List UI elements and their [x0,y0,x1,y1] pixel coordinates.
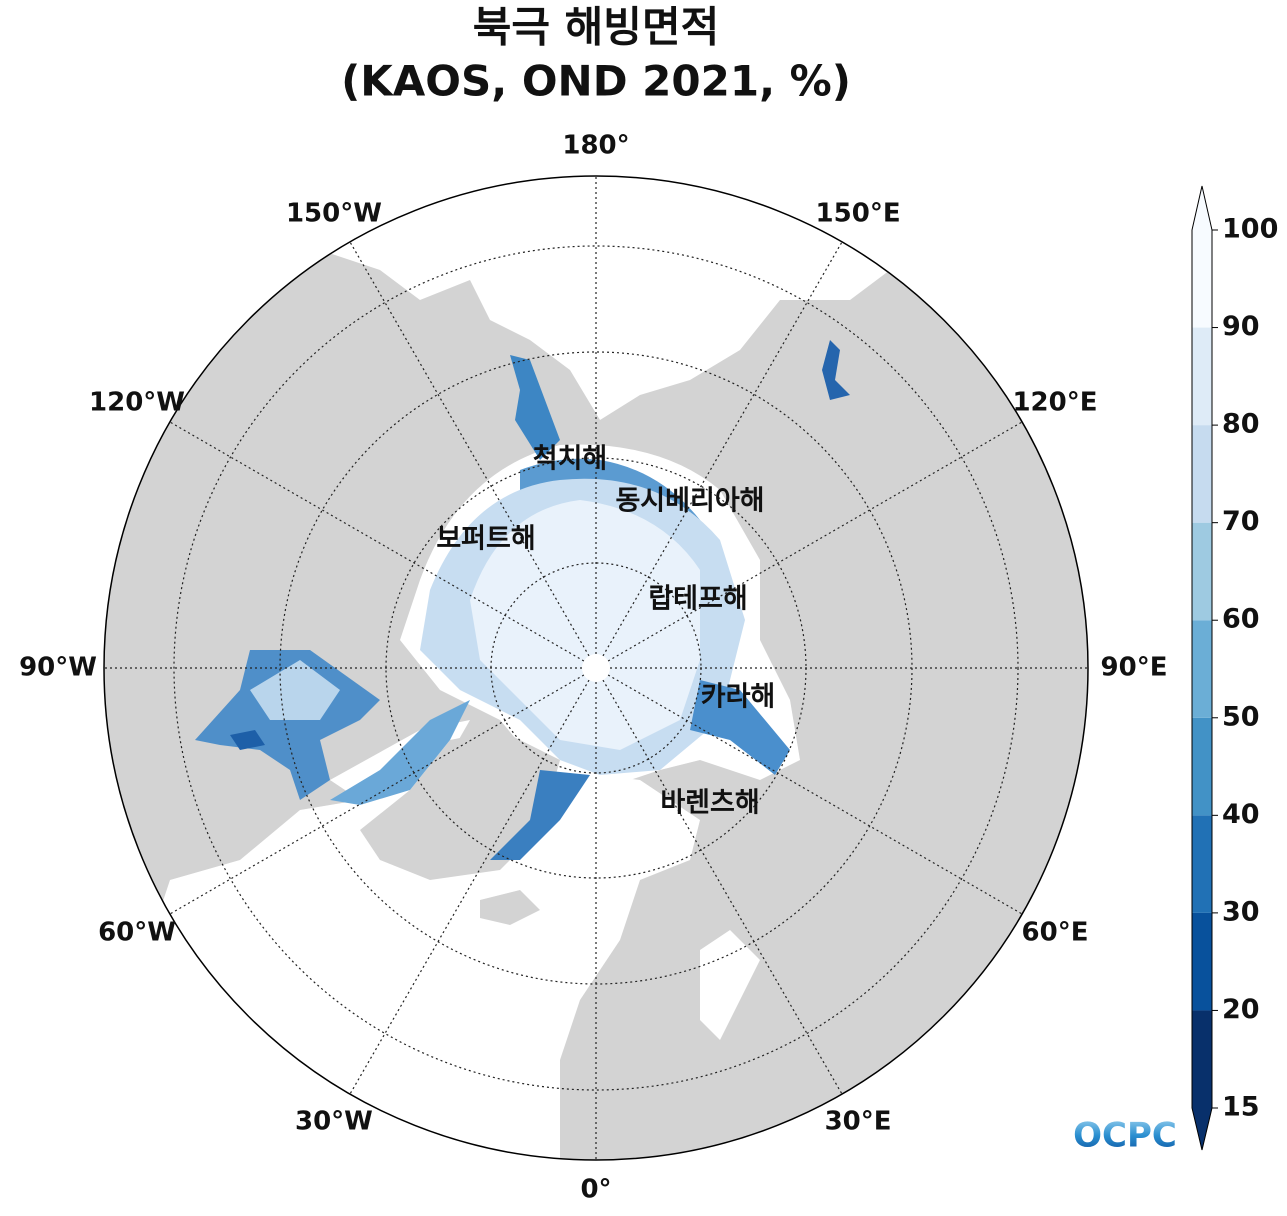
colorbar-extend-low [1192,1108,1212,1150]
colorbar-segment [1192,522,1212,621]
colorbar-tick-label: 40 [1222,799,1260,830]
baltic [700,930,760,1040]
colorbar-tick-label: 50 [1222,701,1260,732]
colorbar-segment [1192,327,1212,426]
okhotsk-ice [822,340,850,400]
longitude-label: 90°W [19,653,97,683]
sea-label: 동시베리아해 [615,486,764,517]
colorbar-segment [1192,230,1212,328]
longitude-label: 60°W [98,918,176,948]
sea-label: 척치해 [533,444,608,475]
colorbar-tick-label: 70 [1222,506,1260,537]
colorbar-segment [1192,912,1212,1011]
sea-label: 랍테프해 [648,584,747,615]
map [104,176,1088,1160]
longitude-label: 30°W [295,1106,373,1136]
longitude-label: 150°E [816,199,901,229]
colorbar-segment [1192,717,1212,816]
pack-ice-inner [470,500,700,750]
longitude-label: 180° [562,131,629,161]
colorbar-segment [1192,815,1212,913]
colorbar-tick-label: 80 [1222,409,1260,440]
longitude-label: 90°E [1101,653,1168,683]
colorbar-segment [1192,1010,1212,1108]
colorbar-tick-label: 15 [1222,1092,1260,1123]
longitude-label: 60°E [1022,918,1089,948]
iceland [480,890,540,925]
logo: OCPC [1073,1116,1177,1156]
latitude-circle [173,245,1019,1091]
hudson-ice-inner [250,660,340,720]
longitude-label: 150°W [286,199,382,229]
sea-label: 바렌츠해 [660,788,759,819]
title: 북극 해빙면적 [473,3,719,52]
colorbar-tick-label: 30 [1222,896,1260,927]
longitude-label: 30°E [825,1106,892,1136]
colorbar-tick-label: 100 [1222,214,1278,245]
pacific [250,176,950,420]
bering-ice [510,355,560,460]
hudson-ice-edge [230,730,265,750]
kara-ice [690,680,790,775]
subtitle: (KAOS, OND 2021, %) [341,57,851,106]
baffin-ice [330,700,470,805]
colorbar-extend-high [1192,186,1212,230]
longitude-label: 120°W [89,388,185,418]
longitude-label: 120°E [1012,388,1097,418]
colorbar-tick-label: 60 [1222,604,1260,635]
colorbar-tick-label: 90 [1222,311,1260,342]
colorbar-segment [1192,425,1212,523]
colorbar-segment [1192,620,1212,718]
longitude-label: 0° [580,1175,611,1205]
colorbar: 15 20 30 40 50 60 70 80 90 100 [1191,185,1278,1151]
graticule [104,176,1088,1160]
sea-label: 카라해 [701,682,776,713]
east-greenland-ice [490,770,590,860]
pole-hole [582,654,610,682]
colorbar-tick-label: 20 [1222,994,1260,1025]
map-border [103,175,1089,1161]
sea-label: 보퍼트해 [436,524,535,555]
